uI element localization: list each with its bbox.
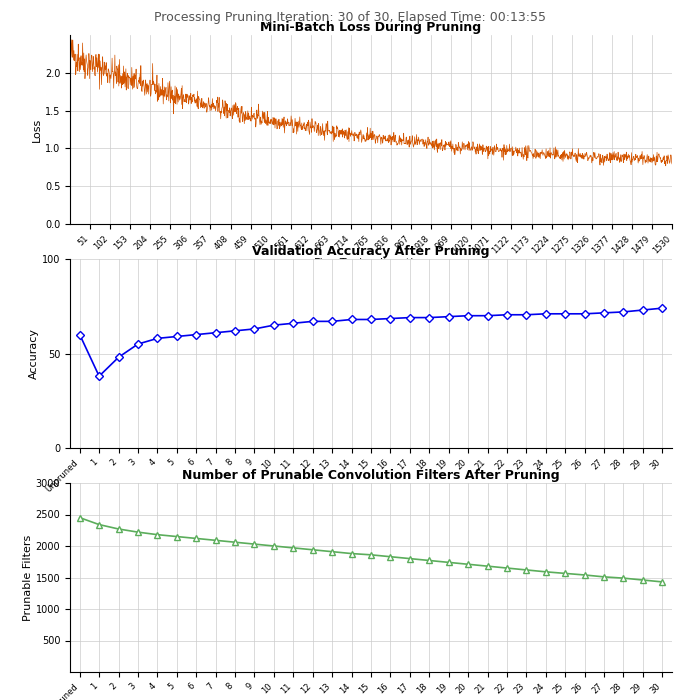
Title: Validation Accuracy After Pruning: Validation Accuracy After Pruning [252,245,490,258]
X-axis label: Pruning Iteration: Pruning Iteration [324,496,418,506]
Y-axis label: Accuracy: Accuracy [29,328,39,379]
Title: Number of Prunable Convolution Filters After Pruning: Number of Prunable Convolution Filters A… [182,469,560,482]
Y-axis label: Loss: Loss [32,118,42,141]
X-axis label: Fine-Tuning Iteration: Fine-Tuning Iteration [314,258,428,268]
Text: Processing Pruning Iteration: 30 of 30, Elapsed Time: 00:13:55: Processing Pruning Iteration: 30 of 30, … [154,10,546,24]
Title: Mini-Batch Loss During Pruning: Mini-Batch Loss During Pruning [260,21,482,34]
Y-axis label: Prunable Filters: Prunable Filters [22,534,33,621]
